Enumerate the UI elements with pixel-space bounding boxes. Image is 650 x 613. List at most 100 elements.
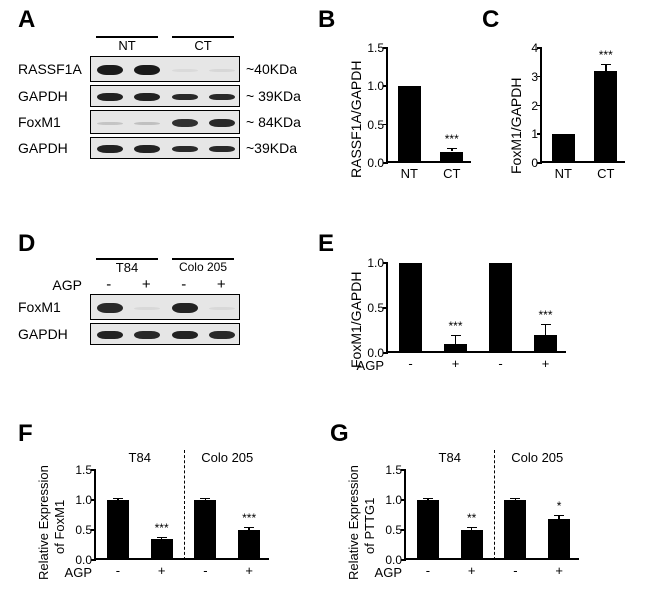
panel-a: NT CT RASSF1A ~40KDa GAPDH ~ 39KDa FoxM1 ~ 84…	[18, 36, 318, 162]
agp-level: -	[90, 276, 128, 293]
panel-g-xlabel: AGP	[368, 565, 402, 580]
bar	[194, 500, 216, 560]
bar	[534, 335, 557, 353]
mw-label: ~40KDa	[246, 61, 297, 77]
bar	[548, 519, 570, 560]
bar	[151, 539, 173, 560]
ytick: 1.5	[358, 41, 384, 55]
blot-label: FoxM1	[18, 114, 90, 130]
ytick: 1.0	[66, 493, 92, 507]
xtick: +	[433, 356, 478, 371]
group-label: T84	[96, 450, 184, 465]
ytick: 0	[512, 156, 538, 170]
sig-marker: ***	[145, 521, 179, 535]
panel-d-agp-label: AGP	[18, 277, 90, 293]
panel-g-ylabel2: of PTTG1	[362, 498, 377, 554]
panel-f-label: F	[18, 420, 33, 448]
panel-b-label: B	[318, 6, 335, 34]
panel-e-label: E	[318, 230, 334, 258]
xtick: -	[406, 563, 450, 578]
agp-level: +	[203, 276, 241, 293]
ytick: 0.0	[358, 156, 384, 170]
xtick: +	[523, 356, 568, 371]
panel-e-chart: FoxM1/GAPDH 0.00.51.0-***+-***+ AGP	[340, 248, 630, 408]
bar	[444, 344, 467, 353]
panel-b-chart: RASSF1A/GAPDH 0.00.51.01.5NT***CT	[340, 28, 490, 198]
panel-f-ylabel1: Relative Expression	[36, 465, 51, 580]
xtick: NT	[388, 166, 431, 181]
blot-label: GAPDH	[18, 140, 90, 156]
mw-label: ~ 39KDa	[246, 88, 301, 104]
bar	[489, 263, 512, 353]
sig-marker: ***	[438, 319, 473, 333]
bar	[107, 500, 129, 560]
xtick: -	[184, 563, 228, 578]
panel-f-ylabel2: of FoxM1	[52, 500, 67, 554]
blot-box	[90, 85, 240, 107]
xtick: -	[388, 356, 433, 371]
bar	[399, 263, 422, 353]
ytick: 2	[512, 99, 538, 113]
panel-d: T84 Colo 205 AGP -+-+ FoxM1GAPDH	[18, 258, 318, 348]
panel-d-label: D	[18, 230, 35, 258]
xtick: CT	[431, 166, 474, 181]
blot-box	[90, 294, 240, 320]
panel-a-group-ct: CT	[172, 38, 234, 53]
blot-box	[90, 323, 240, 345]
sig-marker: **	[455, 511, 489, 525]
sig-marker: ***	[434, 132, 469, 146]
ytick: 1.5	[66, 463, 92, 477]
ytick: 0.5	[358, 118, 384, 132]
panel-d-group-t84: T84	[96, 260, 158, 275]
panel-g-chart: Relative Expression of PTTG1 0.00.51.01.…	[342, 442, 632, 607]
xtick: +	[227, 563, 271, 578]
xtick: +	[140, 563, 184, 578]
bar	[594, 71, 617, 163]
ytick: 0.5	[358, 301, 384, 315]
bar	[461, 530, 483, 560]
sig-marker: ***	[528, 308, 563, 322]
blot-label: GAPDH	[18, 326, 90, 342]
panel-e-xlabel: AGP	[350, 358, 384, 373]
group-label: T84	[406, 450, 494, 465]
blot-box	[90, 110, 240, 134]
ytick: 1.0	[358, 79, 384, 93]
blot-box	[90, 56, 240, 82]
sig-marker: ***	[232, 511, 266, 525]
xtick: CT	[585, 166, 628, 181]
xtick: NT	[542, 166, 585, 181]
mw-label: ~39KDa	[246, 140, 297, 156]
ytick: 1	[512, 127, 538, 141]
ytick: 0.5	[66, 523, 92, 537]
ytick: 0.5	[376, 523, 402, 537]
panel-a-label: A	[18, 6, 35, 34]
blot-label: FoxM1	[18, 299, 90, 315]
blot-label: RASSF1A	[18, 61, 90, 77]
blot-box	[90, 137, 240, 159]
ytick: 1.0	[376, 493, 402, 507]
blot-label: GAPDH	[18, 88, 90, 104]
ytick: 1.0	[358, 256, 384, 270]
bar	[417, 500, 439, 560]
group-label: Colo 205	[494, 450, 582, 465]
agp-level: -	[165, 276, 203, 293]
bar	[552, 134, 575, 163]
bar	[440, 152, 463, 164]
xtick: +	[537, 563, 581, 578]
xtick: -	[96, 563, 140, 578]
xtick: -	[494, 563, 538, 578]
panel-a-group-nt: NT	[96, 38, 158, 53]
xtick: +	[450, 563, 494, 578]
sig-marker: *	[542, 499, 576, 513]
bar	[398, 86, 421, 163]
ytick: 4	[512, 41, 538, 55]
xtick: -	[478, 356, 523, 371]
panel-g-ylabel1: Relative Expression	[346, 465, 361, 580]
panel-f-chart: Relative Expression of FoxM1 0.00.51.01.…	[32, 442, 322, 607]
agp-level: +	[128, 276, 166, 293]
sig-marker: ***	[588, 48, 623, 62]
panel-d-group-colo: Colo 205	[172, 260, 234, 274]
bar	[238, 530, 260, 560]
ytick: 1.5	[376, 463, 402, 477]
mw-label: ~ 84KDa	[246, 114, 301, 130]
